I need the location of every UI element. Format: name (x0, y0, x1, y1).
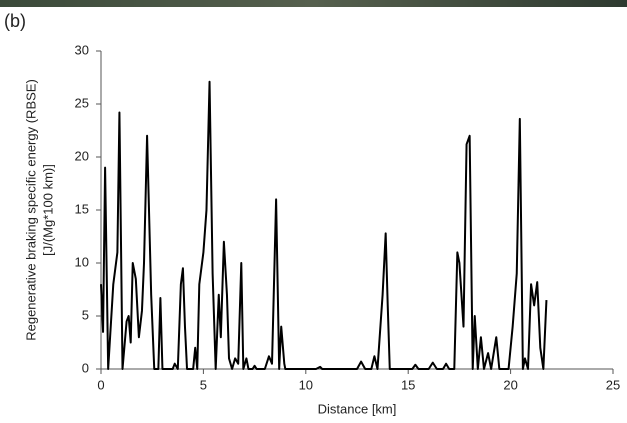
y-tick-label: 25 (75, 95, 89, 110)
x-axis-label: Distance [km] (318, 401, 397, 416)
x-tick-label: 15 (401, 377, 415, 392)
y-tick-label: 15 (75, 201, 89, 216)
x-tick-label: 20 (503, 377, 517, 392)
x-tick-label: 0 (97, 377, 104, 392)
x-tick-label: 10 (299, 377, 313, 392)
y-tick-label: 30 (75, 42, 89, 57)
x-tick-label: 5 (200, 377, 207, 392)
y-tick-label: 10 (75, 254, 89, 269)
y-tick-label: 5 (82, 307, 89, 322)
y-axis-label: [J/(Mg*100 km)] (40, 164, 55, 256)
panel-label: (b) (4, 11, 26, 31)
y-tick-label: 0 (82, 360, 89, 375)
y-axis-label: Regenerative braking specific energy (RB… (23, 79, 38, 341)
x-tick-label: 25 (606, 377, 620, 392)
photo-strip (0, 0, 627, 7)
data-line (100, 80, 548, 370)
y-tick-label: 20 (75, 148, 89, 163)
